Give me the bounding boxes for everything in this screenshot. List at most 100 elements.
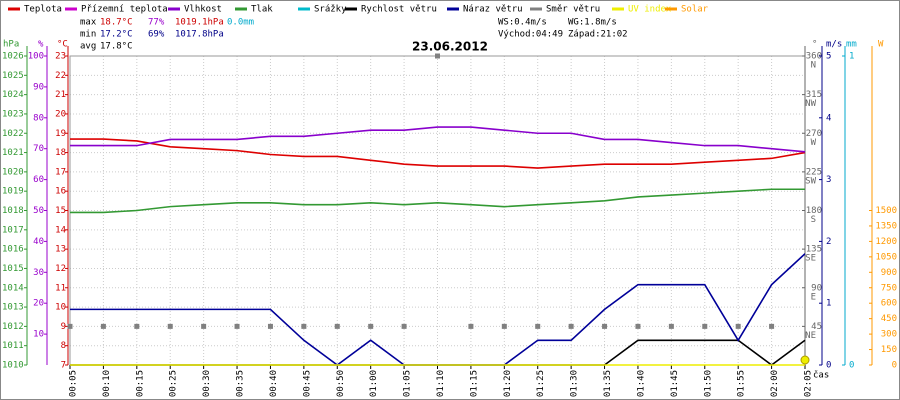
- sun-stat: Západ:21:02: [568, 30, 628, 40]
- x-tick-label: 02:00: [770, 370, 780, 397]
- x-tick-label: 01:45: [670, 370, 680, 397]
- y-tick-label: 20: [33, 299, 44, 309]
- axis-title: mm: [846, 40, 857, 50]
- direction-marker: [702, 323, 708, 329]
- y-tick-label: 8: [61, 341, 66, 351]
- y-tick-label: 270: [806, 129, 822, 139]
- direction-marker: [769, 323, 775, 329]
- x-tick-label: 01:15: [469, 370, 479, 397]
- stat-label: max: [80, 18, 97, 28]
- x-tick-label: 01:05: [403, 370, 413, 397]
- y-tick-label: 1015: [2, 264, 24, 274]
- axis-title: °: [812, 40, 817, 50]
- y-tick-label: 11: [55, 283, 66, 293]
- y-tick-label: 1021: [2, 148, 24, 158]
- x-tick-label: 01:50: [703, 370, 713, 397]
- uv-marker: [800, 355, 810, 365]
- y-tick-label: 1026: [2, 52, 24, 62]
- y-tick-label: 1024: [2, 90, 24, 100]
- y-tick-label: 15: [55, 206, 66, 216]
- y-tick-label: 1350: [875, 221, 897, 231]
- x-tick-label: 00:25: [169, 370, 179, 397]
- chart-title: 23.06.2012: [412, 40, 488, 54]
- y-tick-label: 90: [33, 82, 44, 92]
- x-tick-label: 01:25: [536, 370, 546, 397]
- series-line: [70, 126, 806, 153]
- axis-title: hPa: [3, 40, 19, 50]
- stat: 69%: [148, 30, 165, 40]
- x-tick-label: 00:10: [102, 370, 112, 397]
- x-tick-label: 00:35: [236, 370, 246, 397]
- y-tick-label: 315: [806, 90, 822, 100]
- direction-marker: [334, 323, 340, 329]
- direction-marker: [668, 323, 674, 329]
- x-tick-label: 01:35: [603, 370, 613, 397]
- x-tick-label: 01:40: [636, 370, 646, 397]
- compass-label: NE: [805, 331, 816, 341]
- y-tick-label: 60: [33, 175, 44, 185]
- compass-label: W: [811, 138, 817, 148]
- y-tick-label: 12: [55, 264, 66, 274]
- x-tick-label: 02:05: [804, 370, 814, 397]
- y-tick-label: 40: [33, 237, 44, 247]
- direction-marker: [535, 323, 541, 329]
- x-tick-label: 01:30: [570, 370, 580, 397]
- y-tick-label: 16: [55, 187, 66, 197]
- x-tick-label: 00:45: [302, 370, 312, 397]
- compass-label: E: [811, 292, 816, 302]
- y-tick-label: 1018: [2, 206, 24, 216]
- compass-label: NW: [805, 99, 816, 109]
- stat: 0.0mm: [227, 18, 254, 28]
- compass-label: S: [811, 215, 816, 225]
- axis-title: W: [878, 40, 884, 50]
- wind-stat: WS:0.4m/s: [498, 18, 547, 28]
- y-tick-label: 1025: [2, 71, 24, 81]
- legend-label: Vlhkost: [184, 5, 222, 15]
- y-tick-label: 18: [55, 148, 66, 158]
- y-tick-label: 90: [811, 283, 822, 293]
- x-tick-label: 00:40: [269, 370, 279, 397]
- y-tick-label: 14: [55, 225, 66, 235]
- y-tick-label: 1016: [2, 245, 24, 255]
- stat: 17.2°C: [100, 30, 133, 40]
- y-tick-label: 19: [55, 129, 66, 139]
- x-tick-label: 01:20: [503, 370, 513, 397]
- direction-marker: [167, 323, 173, 329]
- y-tick-label: 1: [849, 52, 854, 62]
- y-tick-label: 17: [55, 167, 66, 177]
- y-tick-label: 70: [33, 144, 44, 154]
- direction-marker: [435, 53, 440, 59]
- legend-label: UV index: [628, 5, 672, 15]
- direction-marker: [635, 323, 641, 329]
- y-tick-label: 9: [61, 322, 66, 332]
- y-tick-label: 50: [33, 206, 44, 216]
- stat-label: avg: [80, 42, 96, 52]
- x-tick-label: 00:30: [202, 370, 212, 397]
- sun-stat: Východ:04:49: [498, 30, 563, 40]
- direction-marker: [67, 323, 73, 329]
- legend-label: Tlak: [251, 5, 273, 15]
- y-tick-label: 7: [61, 361, 66, 371]
- y-tick-label: 1012: [2, 322, 24, 332]
- y-tick-label: 22: [55, 71, 66, 81]
- y-tick-label: 900: [881, 268, 897, 278]
- stat: 18.7°C: [100, 18, 133, 28]
- compass-label: SE: [805, 254, 816, 264]
- stat: 77%: [148, 18, 165, 28]
- y-tick-label: 2: [826, 237, 831, 247]
- direction-marker: [267, 323, 273, 329]
- direction-marker: [401, 323, 407, 329]
- y-tick-label: 1200: [875, 237, 897, 247]
- y-tick-label: 45: [811, 322, 822, 332]
- y-tick-label: 150: [881, 345, 897, 355]
- y-tick-label: 750: [881, 283, 897, 293]
- y-tick-label: 1014: [2, 283, 24, 293]
- axis-title: m/s: [826, 40, 842, 50]
- x-tick-label: 01:00: [369, 370, 379, 397]
- y-tick-label: 135: [806, 245, 822, 255]
- direction-marker: [568, 323, 574, 329]
- axis-title: %: [38, 40, 44, 50]
